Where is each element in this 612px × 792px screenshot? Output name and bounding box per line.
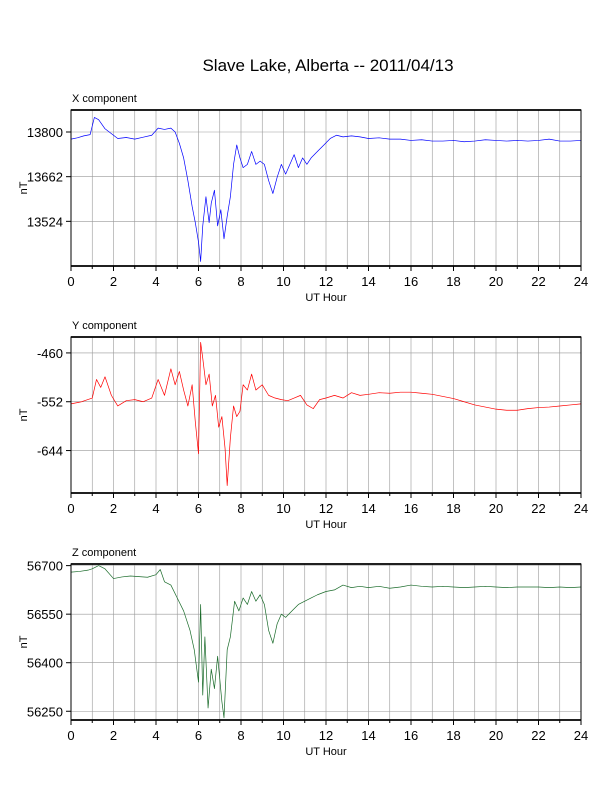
z-component-x-tick-label: 4 [152,728,159,743]
z-component-y-tick-label: 56550 [27,607,63,622]
y-component-x-tick-label: 20 [489,501,503,516]
x-component-y-tick-label: 13662 [27,170,63,185]
z-component-series-line [70,565,582,719]
z-component-x-tick-label: 16 [404,728,418,743]
z-component-x-tick-label: 22 [531,728,545,743]
z-component-x-tick-label: 24 [574,728,588,743]
x-component-x-tick-label: 8 [237,274,244,289]
x-component-series-line [70,117,582,262]
y-component-series-line [70,341,582,486]
y-component-x-tick-label: 4 [152,501,159,516]
z-component-x-tick-label: 18 [446,728,460,743]
x-component-x-tick-label: 4 [152,274,159,289]
y-component-x-tick-label: 0 [67,501,74,516]
y-component-y-tick-label: -460 [37,346,63,361]
z-component-x-tick-label: 0 [67,728,74,743]
x-component-x-tick-label: 0 [67,274,74,289]
x-component-x-tick-label: 18 [446,274,460,289]
x-component-x-tick-label: 16 [404,274,418,289]
y-component-x-tick-label: 18 [446,501,460,516]
y-component-title: Y component [72,320,137,332]
y-component-x-tick-label: 10 [276,501,290,516]
z-component-y-tick-label: 56400 [27,656,63,671]
z-component-x-tick-label: 12 [319,728,333,743]
z-component-y-tick-label: 56250 [27,704,63,719]
x-component-x-tick-label: 20 [489,274,503,289]
y-component-x-tick-label: 22 [531,501,545,516]
y-component-x-tick-label: 24 [574,501,588,516]
y-component-y-tick-label: -552 [37,395,63,410]
x-component-x-tick-label: 22 [531,274,545,289]
z-component-x-tick-label: 2 [110,728,117,743]
z-component-x-tick-label: 14 [361,728,375,743]
y-component-y-label: nT [18,408,30,421]
x-component-x-tick-label: 2 [110,274,117,289]
y-component-x-tick-label: 16 [404,501,418,516]
x-component-title: X component [72,93,137,105]
y-component-y-tick-label: -644 [37,444,63,459]
z-component-y-tick-label: 56700 [27,559,63,574]
y-component-x-tick-label: 14 [361,501,375,516]
z-component-panel: 0 2 4 6 8 10 12 14 16 18 20 22 245625056400565505670… [18,547,588,758]
x-component-y-tick-label: 13524 [27,214,63,229]
z-component-y-label: nT [18,635,30,648]
x-component-x-label: UT Hour [305,292,347,304]
z-component-x-tick-label: 6 [195,728,202,743]
x-component-x-tick-label: 10 [276,274,290,289]
z-component-x-tick-label: 20 [489,728,503,743]
x-component-x-tick-label: 24 [574,274,588,289]
y-component-x-tick-label: 12 [319,501,333,516]
x-component-x-tick-label: 12 [319,274,333,289]
y-component-x-tick-label: 6 [195,501,202,516]
x-component-x-tick-label: 6 [195,274,202,289]
y-component-x-label: UT Hour [305,519,347,531]
z-component-title: Z component [72,547,136,559]
x-component-y-tick-label: 13800 [27,125,63,140]
y-component-x-tick-label: 8 [237,501,244,516]
z-component-x-label: UT Hour [305,746,347,758]
z-component-x-tick-label: 8 [237,728,244,743]
x-component-y-label: nT [18,181,30,194]
z-component-x-tick-label: 10 [276,728,290,743]
y-component-x-tick-label: 2 [110,501,117,516]
page-title: Slave Lake, Alberta -- 2011/04/13 [202,56,454,75]
x-component-x-tick-label: 14 [361,274,375,289]
